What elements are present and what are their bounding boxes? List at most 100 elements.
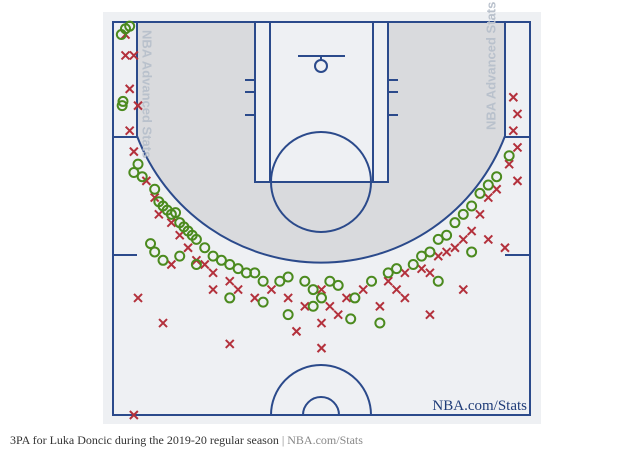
made-shot	[366, 275, 378, 287]
missed-shot	[141, 176, 152, 186]
made-shot	[136, 171, 148, 183]
made-shot	[466, 246, 478, 258]
made-shot	[282, 309, 294, 321]
made-shot	[374, 317, 386, 329]
made-shot	[299, 275, 311, 287]
missed-shot	[325, 301, 335, 312]
missed-shot	[508, 92, 519, 102]
made-shot	[199, 242, 211, 254]
made-shot	[132, 158, 144, 170]
made-shot	[274, 275, 286, 287]
made-shot	[391, 263, 403, 275]
watermark: NBA Advanced Stats	[140, 30, 155, 158]
missed-shot	[166, 259, 177, 270]
made-shot	[215, 254, 227, 266]
made-shot	[170, 207, 182, 219]
made-shot	[116, 100, 128, 112]
made-shot	[457, 208, 469, 220]
made-shot	[324, 275, 336, 287]
missed-shot	[475, 209, 485, 220]
missed-shot	[266, 284, 277, 295]
missed-shot	[208, 268, 218, 278]
chart: NBA Advanced Stats NBA Advanced Stats NB…	[103, 2, 541, 424]
missed-shot	[283, 293, 293, 303]
center-circle-inner	[302, 396, 340, 416]
made-shot	[482, 179, 494, 191]
made-shot	[307, 300, 319, 312]
made-shot	[190, 258, 202, 270]
made-shot	[449, 217, 461, 229]
made-shot	[307, 284, 319, 296]
missed-shot	[225, 276, 235, 286]
missed-shot	[358, 284, 368, 295]
made-shot	[224, 292, 236, 304]
missed-shot	[341, 293, 352, 303]
missed-shot	[433, 251, 443, 261]
missed-shot	[124, 125, 135, 136]
missed-shot	[425, 268, 435, 278]
made-shot	[115, 29, 127, 41]
missed-shot	[491, 184, 502, 194]
missed-shot	[466, 226, 477, 236]
made-shot	[345, 313, 357, 325]
missed-shot	[512, 109, 523, 119]
caption-text: 3PA for Luka Doncic during the 2019-20 r…	[10, 433, 279, 447]
missed-shot	[316, 284, 327, 295]
made-shot	[474, 187, 486, 199]
missed-shot	[225, 339, 235, 349]
missed-shot	[200, 259, 210, 270]
three-point-line	[136, 22, 506, 264]
missed-shot	[129, 50, 139, 61]
made-shot	[432, 233, 444, 245]
missed-shot	[400, 293, 410, 303]
caption-source: NBA.com/Stats	[287, 433, 363, 447]
court-label: NBA.com/Stats	[432, 398, 527, 414]
missed-shot	[129, 410, 139, 420]
missed-shot	[149, 192, 160, 203]
made-shot	[424, 246, 436, 258]
missed-shot	[208, 284, 218, 295]
missed-shot	[233, 284, 243, 295]
missed-shot	[183, 243, 193, 253]
made-shot	[466, 200, 478, 212]
made-shot	[174, 250, 186, 262]
made-shot	[149, 246, 161, 258]
made-shot	[382, 267, 394, 279]
made-shot	[128, 167, 140, 179]
missed-shot	[133, 293, 143, 303]
made-shot	[117, 95, 129, 107]
made-shot	[190, 233, 202, 245]
missed-shot	[504, 159, 514, 169]
made-shot	[332, 279, 344, 291]
missed-shot	[154, 209, 164, 220]
missed-shot	[500, 243, 510, 253]
caption: 3PA for Luka Doncic during the 2019-20 r…	[10, 433, 363, 448]
missed-shot	[391, 284, 402, 295]
made-shot	[432, 275, 444, 287]
made-shot	[257, 275, 269, 287]
made-shot	[157, 254, 169, 266]
made-shot	[149, 183, 161, 195]
missed-shot	[383, 276, 393, 286]
made-shot	[249, 267, 261, 279]
made-shot	[407, 258, 419, 270]
made-shot	[207, 250, 219, 262]
paint-fill	[255, 22, 388, 182]
missed-shot	[300, 301, 310, 312]
missed-shot	[483, 234, 494, 245]
center-circle	[270, 364, 372, 416]
missed-shot	[158, 318, 168, 328]
missed-shot	[129, 146, 139, 157]
made-shot	[316, 292, 327, 304]
missed-shot	[512, 142, 523, 153]
missed-shot	[512, 176, 523, 186]
caption-separator: |	[281, 433, 285, 447]
missed-shot	[120, 50, 131, 61]
watermark: NBA Advanced Stats	[483, 2, 498, 130]
shots	[115, 20, 523, 420]
missed-shot	[124, 84, 135, 94]
missed-shot	[175, 230, 185, 240]
made-shot	[491, 171, 503, 183]
